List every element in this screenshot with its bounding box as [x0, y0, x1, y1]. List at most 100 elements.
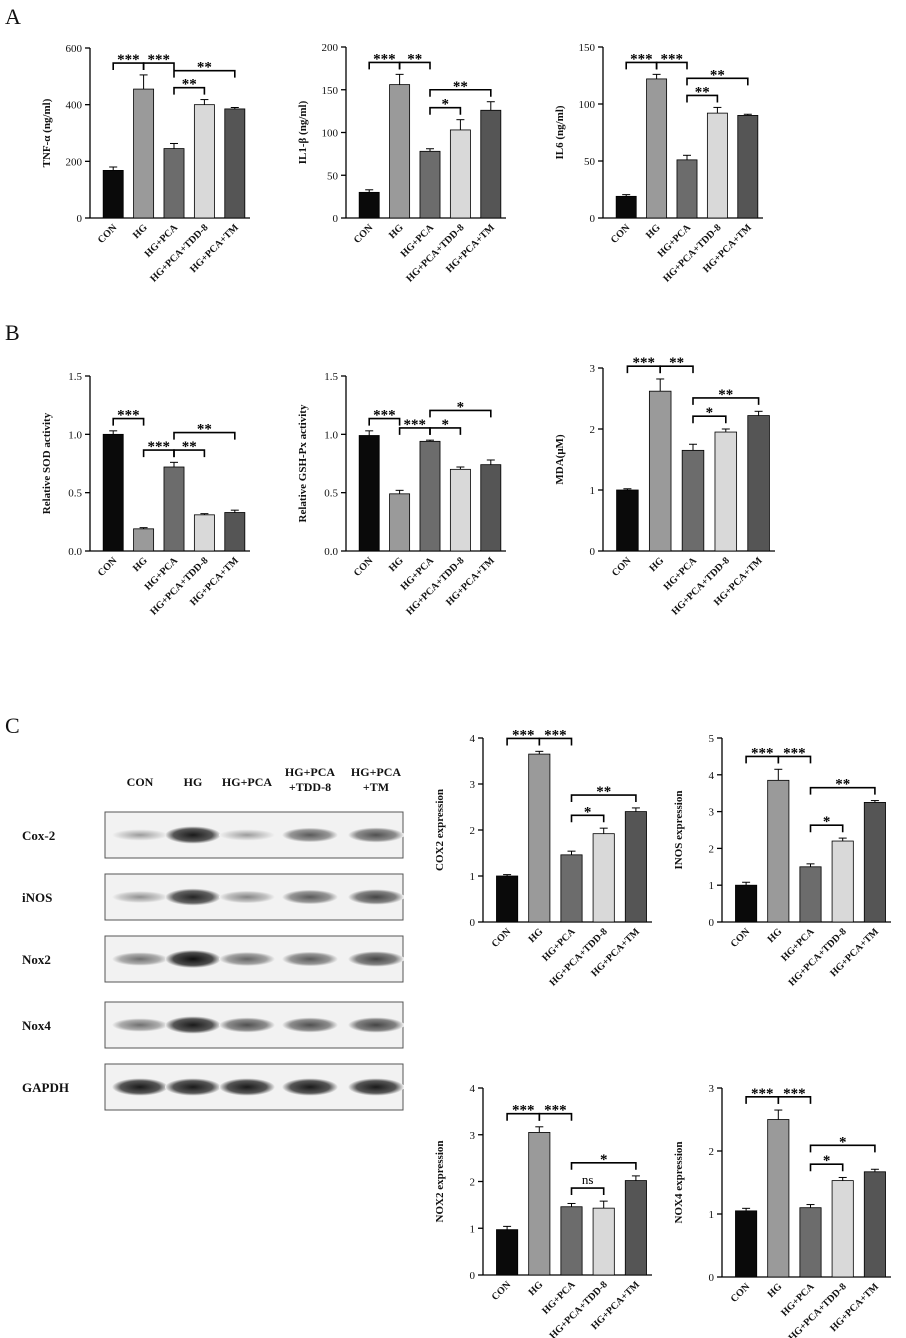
y-axis-label: Relative GSH-Px activity	[297, 404, 309, 522]
blot-band	[282, 889, 338, 905]
significance-label: ***	[373, 51, 396, 67]
bar-hg-pca	[676, 159, 698, 219]
significance-label: ***	[783, 1086, 806, 1102]
significance-label: ***	[661, 51, 684, 67]
bar-hg-pca	[799, 1207, 822, 1278]
significance-label: ***	[633, 355, 656, 371]
y-tick-label: 3	[470, 1130, 476, 1142]
bar-con	[358, 435, 380, 552]
blot-band	[348, 827, 404, 843]
blot-row-label: Nox4	[22, 1018, 51, 1033]
blot-row-label: GAPDH	[22, 1080, 69, 1095]
y-tick-label: 4	[470, 1083, 476, 1095]
significance-bracket	[570, 794, 637, 803]
y-tick-label: 2	[470, 1177, 476, 1189]
bar-hg-pca-tdd-8	[193, 104, 215, 219]
bar-con	[358, 191, 380, 219]
x-tick-label: HG+PCA+TDD-8	[787, 926, 849, 988]
y-tick-label: 3	[709, 807, 715, 819]
blot-band	[165, 888, 221, 906]
y-tick-label: 2	[590, 424, 596, 436]
significance-label: *	[441, 97, 449, 113]
x-tick-label: CON	[729, 1281, 753, 1305]
significance-bracket	[777, 755, 812, 764]
significance-label: **	[197, 422, 212, 438]
significance-bracket	[538, 737, 573, 746]
bar-con	[496, 1229, 519, 1276]
significance-label: *	[823, 814, 831, 830]
x-tick-label: CON	[609, 222, 633, 246]
significance-label: ***	[630, 51, 653, 67]
blot-row-label: Nox2	[22, 952, 51, 967]
x-tick-label: CON	[352, 222, 376, 246]
significance-label: **	[669, 355, 684, 371]
blot-band	[219, 890, 275, 904]
significance-bracket	[398, 61, 431, 70]
bar-hg-pca-tdd-8	[449, 468, 471, 552]
x-tick-label: HG	[131, 555, 150, 574]
significance-label: **	[835, 777, 850, 793]
significance-label: *	[584, 804, 592, 820]
significance-label: **	[182, 77, 197, 93]
y-axis-label: MDA(μM)	[554, 434, 566, 485]
significance-bracket	[809, 1144, 876, 1153]
panel-label-c: C	[5, 713, 20, 738]
significance-bracket	[173, 449, 206, 458]
blot-lane-label: HG	[184, 775, 203, 789]
significance-bracket	[142, 62, 175, 71]
bar-hg	[133, 528, 155, 552]
bar-hg-pca-tm	[747, 415, 770, 552]
bar-hg-pca-tm	[480, 464, 502, 552]
bar-hg-pca-tm	[737, 115, 759, 219]
x-tick-label: CON	[352, 555, 376, 579]
y-tick-label: 0	[470, 917, 476, 929]
bar-hg-pca	[681, 449, 705, 552]
y-tick-label: 3	[709, 1083, 715, 1095]
bar-con	[496, 875, 519, 923]
y-tick-label: 1.0	[324, 429, 338, 441]
y-tick-label: 150	[322, 85, 339, 97]
bar-hg	[528, 1132, 551, 1276]
x-tick-label: CON	[729, 926, 753, 950]
x-tick-label: CON	[96, 222, 120, 246]
y-tick-label: 200	[322, 42, 339, 54]
blot-band	[112, 891, 168, 903]
y-tick-label: 0.5	[68, 488, 82, 500]
significance-label: ***	[117, 408, 140, 424]
significance-label: *	[839, 1134, 847, 1150]
bar-hg-pca-tm	[863, 802, 886, 923]
significance-bracket	[429, 409, 492, 418]
significance-label: *	[457, 399, 465, 415]
y-axis-label: NOX4 expression	[673, 1142, 685, 1224]
significance-bracket	[538, 1112, 573, 1121]
y-tick-label: 0	[333, 213, 339, 225]
significance-label: ***	[117, 52, 140, 68]
y-tick-label: 600	[66, 43, 83, 55]
x-tick-label: HG	[387, 222, 406, 241]
y-tick-label: 50	[327, 170, 339, 182]
bar-hg	[646, 78, 668, 219]
bar-hg	[133, 88, 155, 219]
blot-band	[348, 1017, 404, 1033]
significance-label: ***	[148, 439, 171, 455]
blot-band	[219, 829, 275, 841]
significance-bracket	[686, 94, 719, 103]
blot-row-label: Cox-2	[22, 828, 55, 843]
x-tick-label: HG	[387, 555, 406, 574]
significance-label: *	[600, 1152, 608, 1168]
y-tick-label: 1	[590, 485, 596, 497]
y-tick-label: 150	[579, 42, 596, 54]
bar-hg	[767, 1119, 790, 1278]
y-tick-label: 5	[709, 733, 715, 745]
bar-hg-pca-tm	[863, 1171, 886, 1278]
bar-hg-pca-tm	[624, 811, 647, 923]
significance-bracket	[692, 415, 727, 424]
bar-hg	[389, 493, 411, 552]
